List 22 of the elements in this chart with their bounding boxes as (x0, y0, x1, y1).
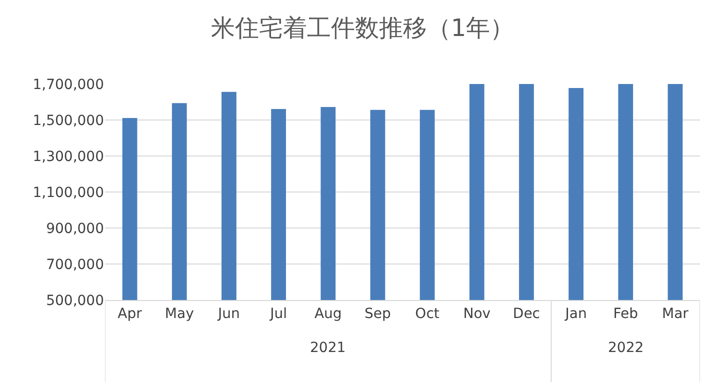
x-tick-label: Oct (415, 306, 440, 322)
y-tick-label: 1,100,000 (32, 184, 104, 201)
x-tick-label: Feb (613, 306, 638, 322)
y-tick-label: 500,000 (46, 292, 104, 309)
text: 2022 (608, 340, 644, 356)
x-tick-label: Sep (364, 306, 392, 322)
x-tick-label: Jun (217, 306, 240, 322)
x-tick-label: Jan (564, 306, 587, 322)
y-tick-label: 700,000 (46, 256, 104, 273)
chart-title: 米住宅着工件数推移（1年） (210, 14, 514, 42)
text: 2021 (310, 340, 346, 356)
x-tick-label: Mar (662, 306, 689, 322)
x-tick-label: Nov (463, 306, 491, 322)
y-tick-label: 1,300,000 (32, 148, 104, 165)
y-tick-label: 1,500,000 (32, 112, 104, 129)
x-tick-label: Apr (118, 306, 142, 322)
x-tick-label: Dec (512, 306, 540, 322)
y-tick-label: 900,000 (46, 220, 104, 237)
y-tick-label: 1,700,000 (32, 76, 104, 93)
x-tick-label: May (164, 306, 194, 322)
x-tick-label: Jul (269, 306, 287, 322)
x-tick-label: Aug (314, 306, 342, 322)
